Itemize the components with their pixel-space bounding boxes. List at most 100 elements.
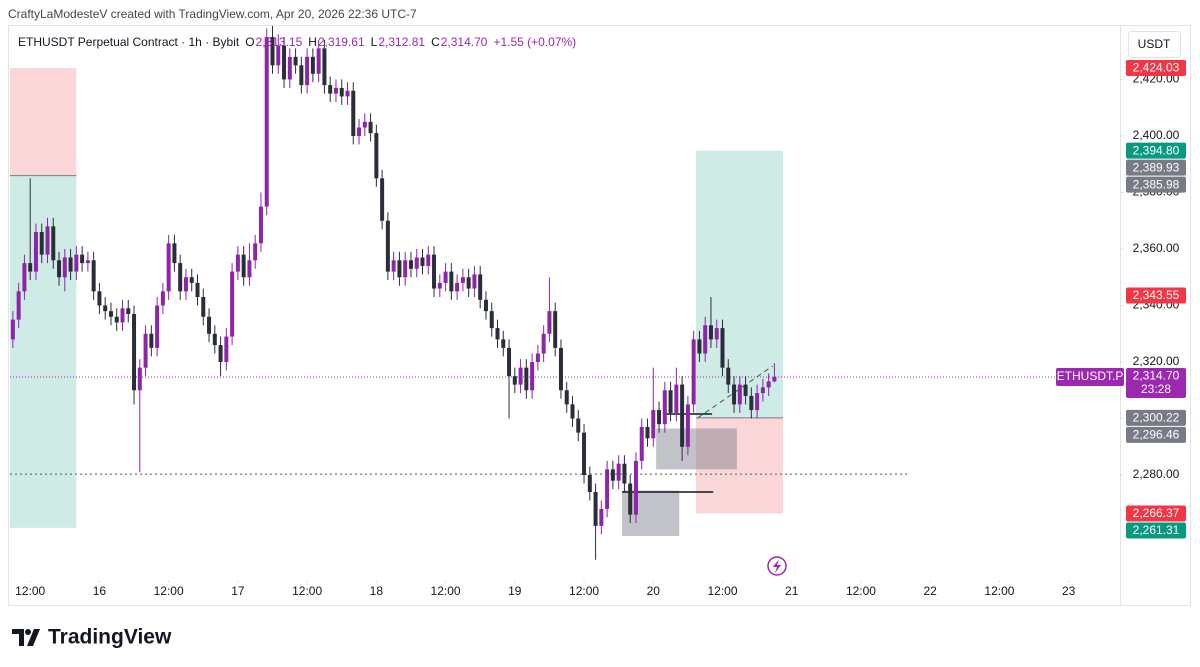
legend-text: 2,312.81 — [378, 35, 425, 49]
candle-body — [310, 56, 315, 74]
price-label: 2,424.03 — [1133, 61, 1180, 75]
candle-body — [732, 384, 737, 405]
candle-body — [132, 313, 137, 391]
candle-body — [633, 460, 638, 515]
candle-body — [674, 384, 679, 413]
legend-text: 2,313.15 — [256, 35, 303, 49]
x-tick-label: 12:00 — [846, 584, 876, 598]
candle-body — [258, 206, 263, 244]
legend-text: C — [431, 35, 440, 49]
candle-body — [160, 291, 165, 306]
candle-body — [276, 45, 281, 66]
candle-body — [512, 376, 517, 385]
price-label-bg — [1126, 505, 1186, 522]
x-tick-label: 17 — [231, 584, 245, 598]
candle-body — [108, 311, 113, 317]
candle-body — [743, 384, 748, 396]
alert-icon[interactable] — [767, 556, 787, 576]
candle-body — [668, 390, 673, 413]
candle-body — [195, 282, 200, 298]
candle-body — [507, 347, 512, 377]
brand-logo — [12, 629, 40, 646]
candle-body — [420, 257, 425, 266]
candle-body — [270, 37, 275, 66]
candle-body — [501, 339, 506, 348]
candle-body — [333, 87, 338, 94]
candle-body — [755, 393, 760, 411]
candle-body — [16, 291, 21, 320]
candle-body — [253, 243, 258, 261]
candle-body — [10, 319, 15, 340]
y-tick-label: 2,320.00 — [1133, 354, 1180, 368]
chart-frame — [8, 25, 1191, 606]
candle-body — [155, 305, 160, 348]
candle-body — [380, 178, 385, 221]
candle-body — [558, 347, 563, 391]
x-tick-label: 12:00 — [431, 584, 461, 598]
candle-body — [189, 277, 194, 283]
currency-button[interactable] — [1128, 31, 1181, 58]
candle-body — [530, 362, 535, 391]
candle-body — [391, 260, 396, 272]
candle-body — [466, 277, 471, 289]
legend: ETHUSDT Perpetual Contract · 1h · Bybit O… — [18, 35, 576, 49]
candle-body — [74, 254, 79, 272]
price-label: 2,394.80 — [1133, 143, 1180, 157]
price-label-bg — [1126, 176, 1186, 193]
y-tick-label: 2,280.00 — [1133, 467, 1180, 481]
symbol-tag: ETHUSDT.P — [1057, 369, 1124, 383]
legend-text: O — [245, 35, 254, 49]
candle-body — [541, 333, 546, 354]
candle-body — [610, 469, 615, 481]
candle-body — [22, 263, 27, 292]
candle-body — [91, 260, 96, 292]
candle-body — [172, 243, 177, 264]
candle-body — [120, 308, 125, 323]
legend-text: +1.55 (+0.07%) — [493, 35, 576, 49]
candle-body — [235, 254, 240, 272]
candle-body — [403, 260, 408, 278]
price-label: 2,266.37 — [1133, 506, 1180, 520]
candle-body — [760, 387, 765, 394]
candle-body — [201, 297, 206, 317]
candle-body — [443, 271, 448, 283]
candle-body — [622, 463, 627, 484]
candle-body — [460, 277, 465, 283]
candle-body — [357, 127, 362, 136]
candle-body — [183, 277, 188, 292]
candle-body — [432, 254, 437, 289]
candle-body — [414, 257, 419, 269]
candle-body — [749, 395, 754, 411]
candle-body — [616, 463, 621, 481]
y-tick-label: 2,400.00 — [1133, 128, 1180, 142]
legend-text: L — [371, 35, 378, 49]
candle-body — [535, 353, 540, 363]
candle-body — [455, 282, 460, 292]
candle-body — [495, 328, 500, 340]
price-label-bg — [1126, 522, 1186, 539]
candle-body — [680, 384, 685, 447]
candle-body — [218, 345, 223, 363]
candle-body — [62, 257, 67, 278]
candle-body — [68, 257, 73, 272]
price-label: 2,296.46 — [1133, 428, 1180, 442]
candle-body — [39, 232, 44, 255]
price-label-bg — [1126, 159, 1186, 176]
candle-body — [247, 260, 252, 278]
candle-body — [305, 56, 310, 86]
candle-body — [28, 263, 33, 272]
candle-body — [720, 328, 725, 368]
x-tick-label: 16 — [93, 584, 107, 598]
plot-area — [10, 26, 1120, 560]
candle-body — [553, 311, 558, 348]
legend-text: H — [308, 35, 317, 49]
x-tick-label: 22 — [924, 584, 938, 598]
x-tick-label: 12:00 — [154, 584, 184, 598]
candle-body — [691, 339, 696, 405]
candle-body — [639, 426, 644, 461]
candle-body — [368, 121, 373, 134]
price-label-bg — [1126, 287, 1186, 304]
candle-body — [126, 308, 131, 314]
brand-name: TradingView — [48, 626, 172, 649]
candle-body — [282, 45, 287, 80]
